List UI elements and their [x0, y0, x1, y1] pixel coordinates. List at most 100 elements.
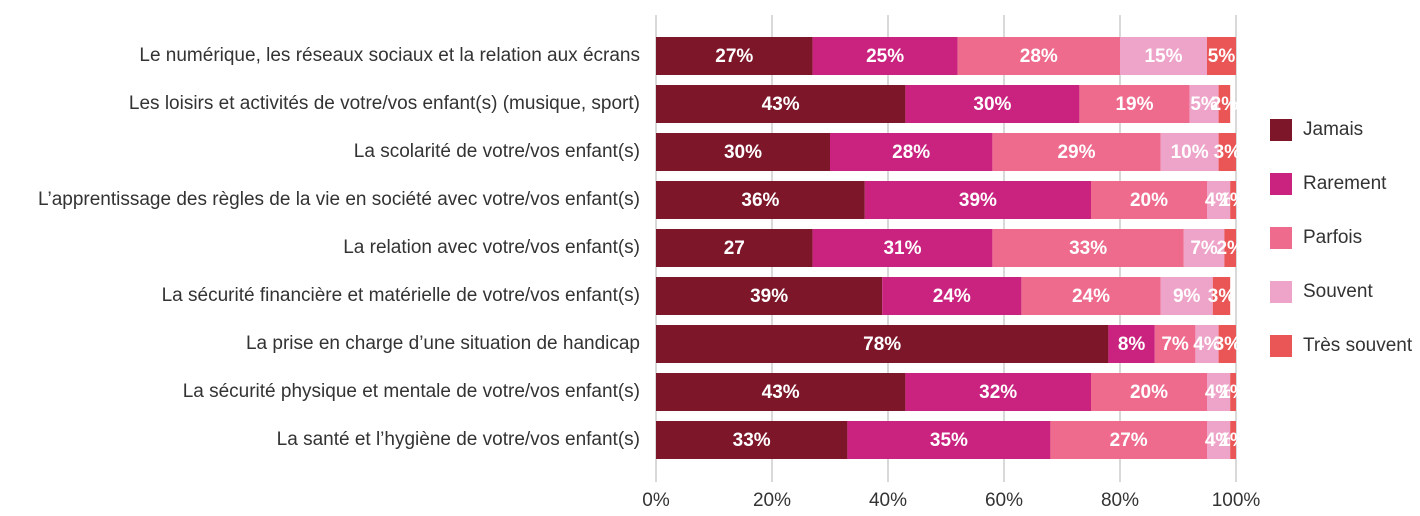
data-label: 27%: [1110, 430, 1148, 451]
data-label: 39%: [959, 190, 997, 211]
bar-segment: [812, 229, 993, 267]
bar-segment: [1108, 325, 1155, 363]
bar-segment: [1160, 133, 1219, 171]
bar-segment: [992, 229, 1184, 267]
bar-segment: [882, 277, 1022, 315]
x-tick-label: 20%: [753, 490, 791, 511]
data-label: 43%: [762, 382, 800, 403]
legend-swatch: [1270, 227, 1292, 249]
category-label: Les loisirs et activités de votre/vos en…: [129, 93, 640, 114]
category-label: La sécurité physique et mentale de votre…: [183, 381, 640, 402]
category-label: Le numérique, les réseaux sociaux et la …: [139, 45, 640, 66]
x-tick-label: 80%: [1101, 490, 1139, 511]
category-label: La santé et l’hygiène de votre/vos enfan…: [277, 429, 640, 450]
legend-label: Jamais: [1303, 119, 1363, 140]
bar-segment: [812, 37, 958, 75]
data-label: 27%: [715, 46, 753, 67]
data-label: 2%: [1216, 238, 1244, 259]
bar-segment: [1079, 85, 1190, 123]
data-label: 24%: [1072, 286, 1110, 307]
bar-segment: [1091, 373, 1207, 411]
data-label: 1%: [1219, 382, 1247, 403]
legend-swatch: [1270, 173, 1292, 195]
bar-segment: [1207, 37, 1236, 75]
legend-swatch: [1270, 281, 1292, 303]
bar-segment: [1021, 277, 1161, 315]
data-label: 31%: [883, 238, 921, 259]
data-label: 15%: [1144, 46, 1182, 67]
data-label: 20%: [1130, 382, 1168, 403]
data-label: 28%: [892, 142, 930, 163]
bar-segment: [656, 373, 906, 411]
data-label: 7%: [1161, 334, 1189, 355]
bar-segment: [1230, 373, 1236, 411]
bar-segment: [1207, 373, 1231, 411]
x-tick-label: 60%: [985, 490, 1023, 511]
data-label: 29%: [1057, 142, 1095, 163]
category-label: La scolarité de votre/vos enfant(s): [354, 141, 640, 162]
data-label: 1%: [1219, 430, 1247, 451]
data-label: 32%: [979, 382, 1017, 403]
bar-segment: [905, 85, 1080, 123]
data-label: 9%: [1173, 286, 1201, 307]
bar-segment: [1154, 325, 1196, 363]
category-label: La sécurité financière et matérielle de …: [162, 285, 640, 306]
bar-segment: [1212, 277, 1231, 315]
data-label: 30%: [724, 142, 762, 163]
x-tick-label: 0%: [642, 490, 670, 511]
data-label: 3%: [1214, 334, 1242, 355]
legend-label: Très souvent: [1303, 335, 1413, 356]
bar-segment: [1091, 181, 1207, 219]
x-tick-label: 40%: [869, 490, 907, 511]
bar-segment: [656, 325, 1109, 363]
data-label: 7%: [1190, 238, 1218, 259]
data-label: 10%: [1171, 142, 1209, 163]
data-label: 30%: [973, 94, 1011, 115]
data-label: 3%: [1214, 142, 1242, 163]
bar-segment: [1160, 277, 1213, 315]
bar-segment: [1120, 37, 1207, 75]
data-label: 19%: [1115, 94, 1153, 115]
bar-segment: [847, 421, 1051, 459]
data-label: 24%: [933, 286, 971, 307]
category-label: La prise en charge d’une situation de ha…: [246, 333, 640, 354]
bar-segment: [830, 133, 993, 171]
bar-segment: [656, 133, 830, 171]
bar-segment: [1218, 85, 1231, 123]
data-label: 4%: [1205, 382, 1233, 403]
bar-segment: [1207, 421, 1231, 459]
bar-segment: [656, 277, 883, 315]
data-label: 39%: [750, 286, 788, 307]
bar-segment: [656, 229, 813, 267]
data-label: 43%: [762, 94, 800, 115]
data-label: 4%: [1193, 334, 1221, 355]
legend-label: Parfois: [1303, 227, 1362, 248]
data-label: 33%: [1069, 238, 1107, 259]
data-label: 78%: [863, 334, 901, 355]
bar-segment: [905, 373, 1091, 411]
bar-segment: [1195, 325, 1219, 363]
data-label: 27: [724, 238, 745, 259]
data-label: 2%: [1211, 94, 1239, 115]
legend-swatch: [1270, 335, 1292, 357]
bar-segment: [656, 421, 848, 459]
category-label: La relation avec votre/vos enfant(s): [343, 237, 640, 258]
bar-segment: [992, 133, 1161, 171]
bar-segment: [1218, 325, 1236, 363]
data-label: 35%: [930, 430, 968, 451]
data-label: 28%: [1020, 46, 1058, 67]
legend-label: Rarement: [1303, 173, 1387, 194]
bar-segment: [1224, 229, 1236, 267]
legend-swatch: [1270, 119, 1292, 141]
bar-segment: [1230, 181, 1236, 219]
bar-segment: [656, 181, 865, 219]
bar-segment: [656, 37, 813, 75]
data-label: 3%: [1208, 286, 1236, 307]
bar-segment: [1183, 229, 1225, 267]
data-label: 8%: [1118, 334, 1146, 355]
bar-segment: [1218, 133, 1236, 171]
data-label: 33%: [733, 430, 771, 451]
data-label: 5%: [1208, 46, 1236, 67]
bar-segment: [864, 181, 1091, 219]
data-label: 4%: [1205, 430, 1233, 451]
